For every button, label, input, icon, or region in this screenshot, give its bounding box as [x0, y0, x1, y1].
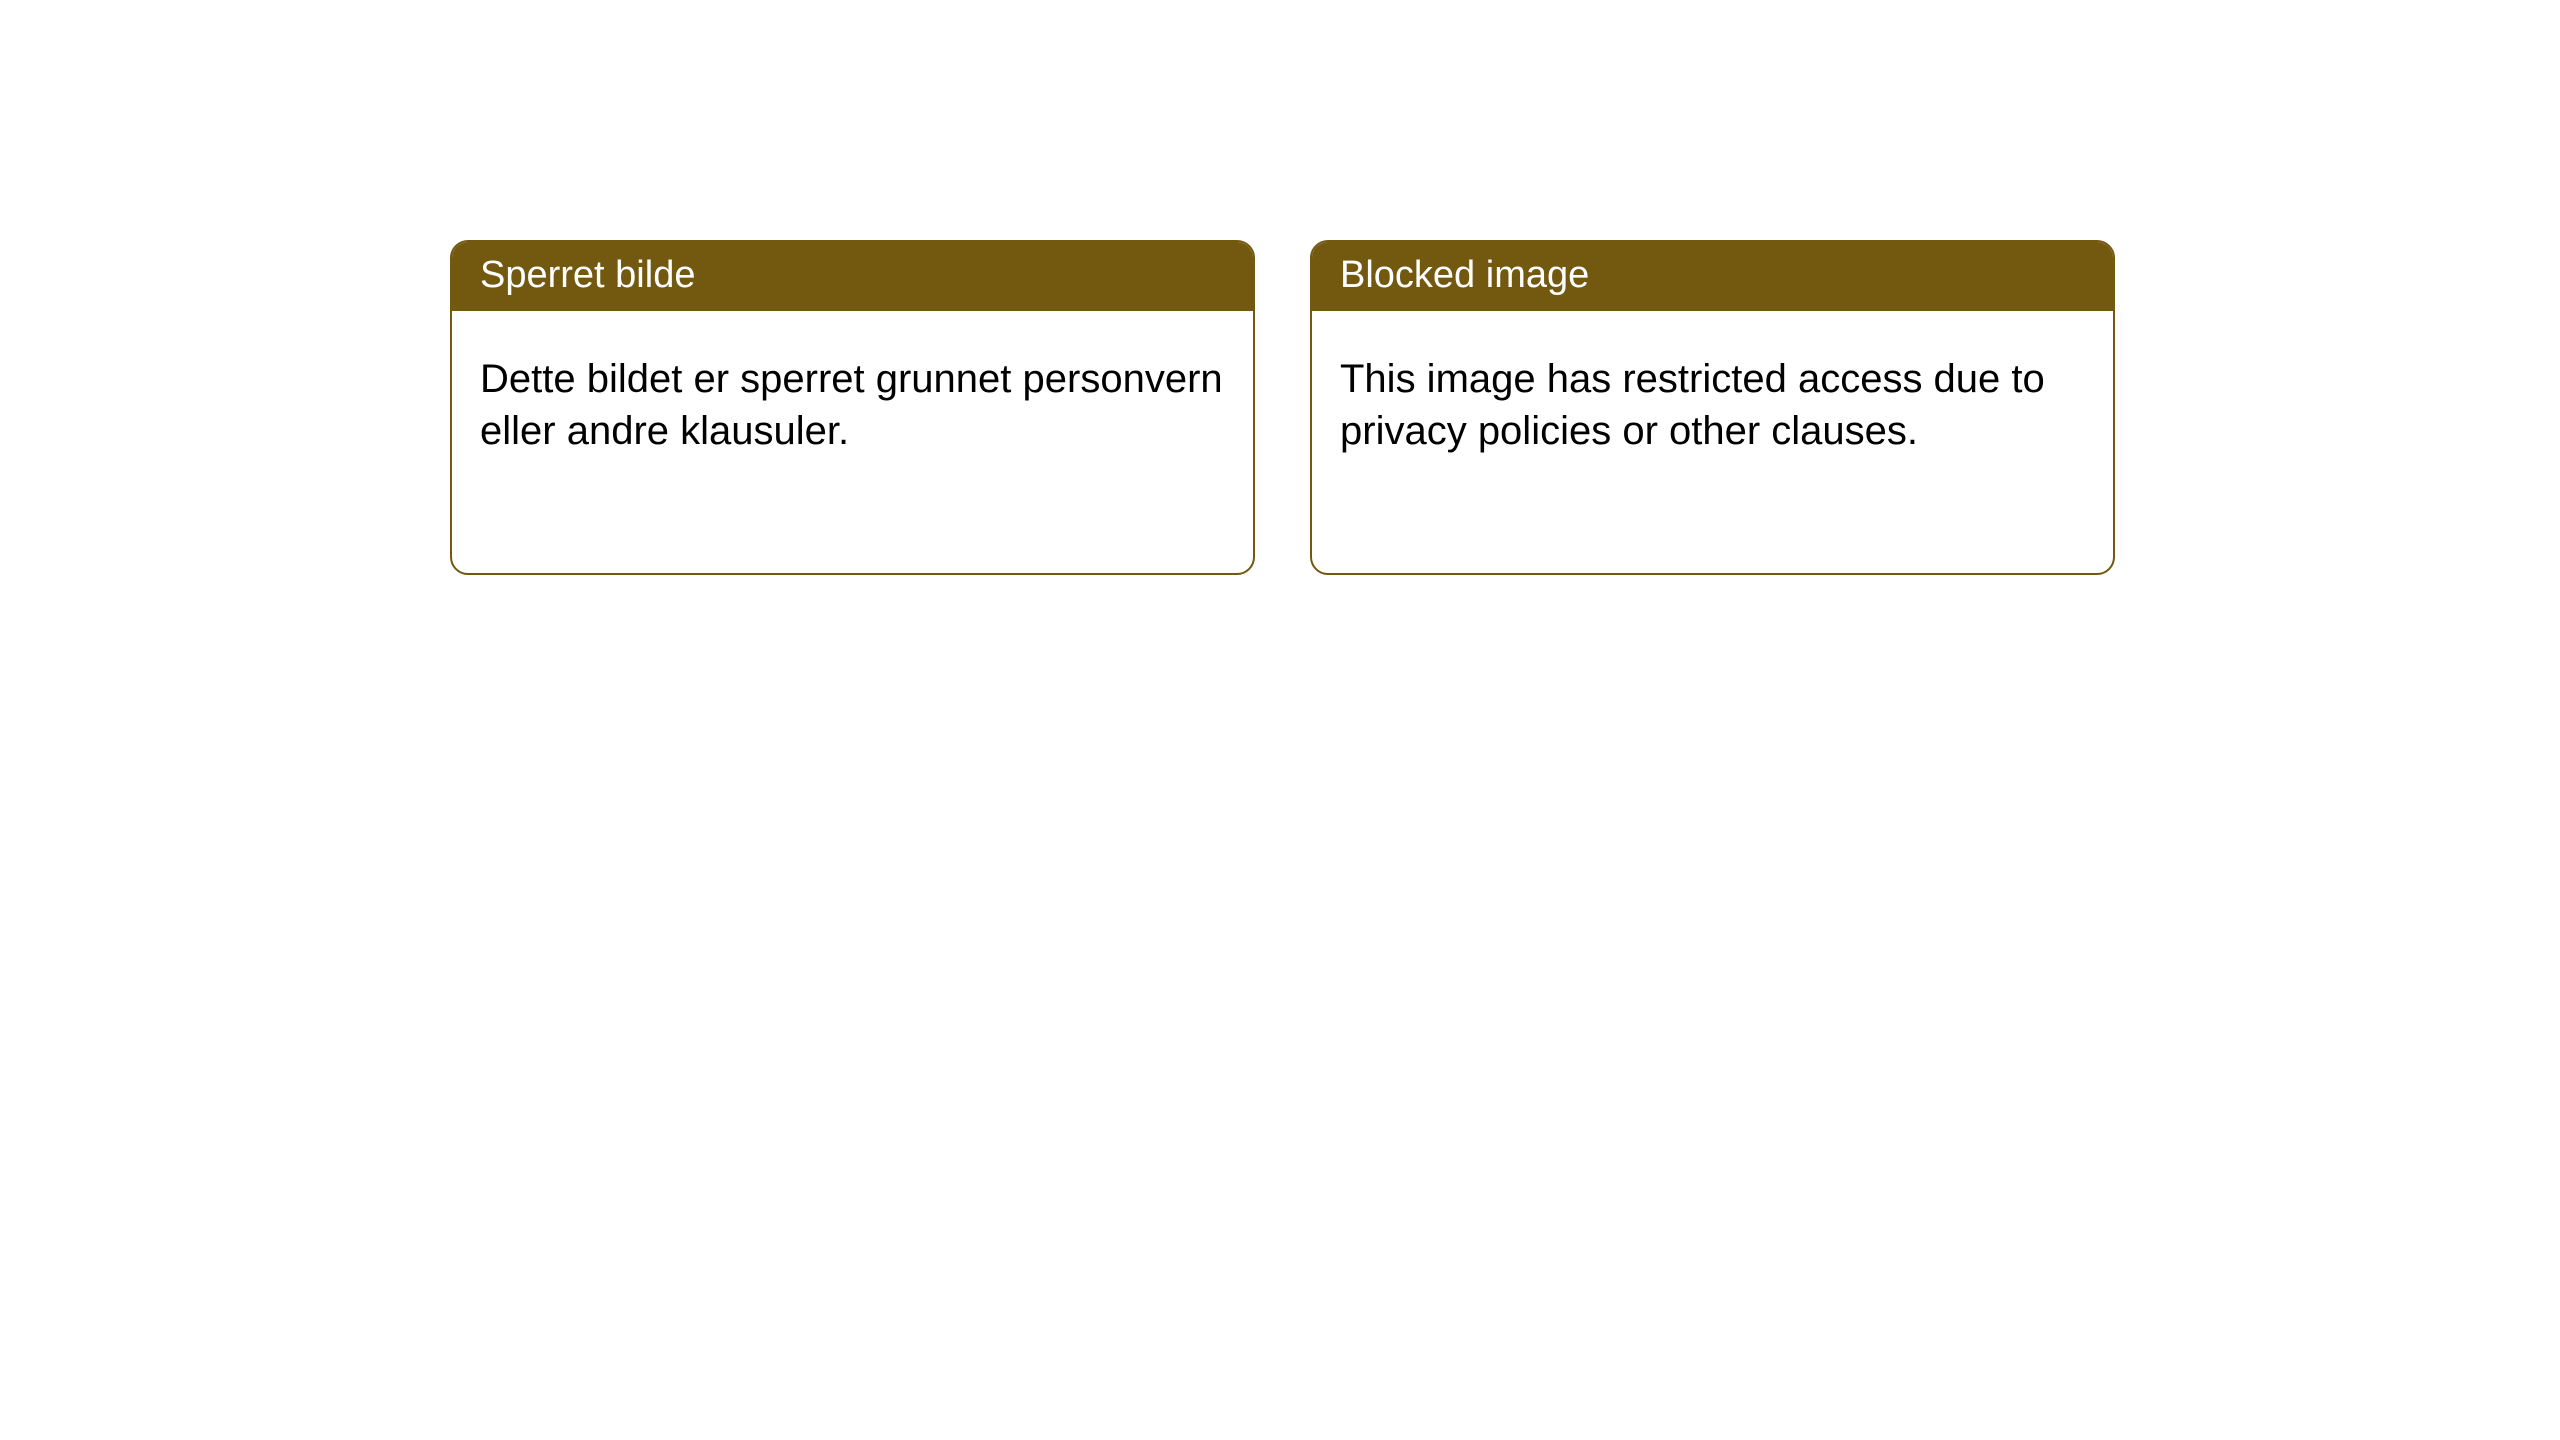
- notice-card-body: Dette bildet er sperret grunnet personve…: [452, 311, 1253, 485]
- notice-card-body: This image has restricted access due to …: [1312, 311, 2113, 485]
- notice-body-text: This image has restricted access due to …: [1340, 357, 2045, 453]
- notice-card-title: Sperret bilde: [452, 242, 1253, 311]
- notice-cards-container: Sperret bilde Dette bildet er sperret gr…: [0, 0, 2560, 575]
- notice-body-text: Dette bildet er sperret grunnet personve…: [480, 357, 1223, 453]
- notice-card-title: Blocked image: [1312, 242, 2113, 311]
- notice-card-norwegian: Sperret bilde Dette bildet er sperret gr…: [450, 240, 1255, 575]
- notice-title-text: Blocked image: [1340, 254, 1589, 296]
- notice-title-text: Sperret bilde: [480, 254, 695, 296]
- notice-card-english: Blocked image This image has restricted …: [1310, 240, 2115, 575]
